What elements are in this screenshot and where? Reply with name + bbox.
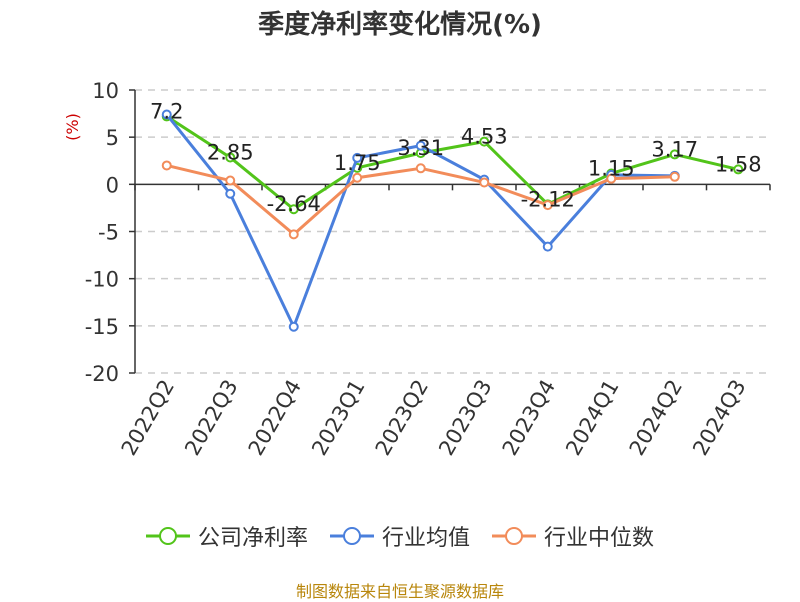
y-tick-label: -10 [85, 268, 119, 292]
x-tick-label: 2022Q4 [244, 376, 306, 460]
x-tick-label: 2023Q3 [434, 376, 496, 460]
data-point [479, 177, 490, 188]
data-point [225, 152, 236, 163]
data-point [161, 160, 172, 171]
data-label: 7.2 [150, 99, 183, 123]
data-point [542, 241, 553, 252]
y-tick-label: -15 [85, 315, 119, 339]
data-point [288, 204, 299, 215]
x-tick-label: 2023Q4 [498, 376, 560, 460]
data-point [161, 109, 172, 120]
x-tick-label: 2022Q2 [117, 376, 179, 460]
data-label: -2.12 [521, 187, 575, 211]
legend-item[interactable]: 行业中位数 [492, 520, 654, 552]
data-point [733, 164, 744, 175]
y-tick-label: -20 [85, 362, 119, 386]
x-tick-label: 2022Q3 [180, 376, 242, 460]
x-tick-label: 2024Q3 [688, 376, 750, 460]
data-point [415, 140, 426, 151]
data-label: 1.75 [334, 151, 381, 175]
data-label: 3.31 [397, 136, 444, 160]
data-point [479, 136, 490, 147]
data-label: -2.64 [267, 192, 321, 216]
series-lines [161, 109, 744, 332]
legend-label: 公司净利率 [197, 526, 308, 551]
x-tick-label: 2023Q2 [371, 376, 433, 460]
legend-label: 行业中位数 [544, 526, 655, 551]
chart-title: 季度净利率变化情况(%) [258, 10, 542, 40]
y-tick-label: 5 [106, 126, 119, 150]
data-point [606, 173, 617, 184]
x-tick-label: 2023Q1 [307, 376, 369, 460]
data-label: 2.85 [207, 140, 254, 164]
data-point [415, 163, 426, 174]
data-point [288, 321, 299, 332]
legend-swatch [329, 527, 374, 545]
data-label: 4.53 [461, 125, 508, 149]
x-tick-label: 2024Q1 [561, 376, 623, 460]
data-label: 1.15 [588, 156, 635, 180]
legend-label: 行业均值 [381, 526, 470, 551]
data-label: 1.58 [715, 152, 762, 176]
y-axis-unit-label: (%) [63, 113, 82, 141]
gridlines [135, 89, 770, 374]
data-point [542, 200, 553, 211]
legend: 公司净利率 行业均值 行业中位数 [0, 520, 800, 552]
data-point [225, 175, 236, 186]
source-note: 制图数据来自恒生聚源数据库 [295, 582, 504, 601]
data-labels: 7.2 2.85 -2.64 1.75 3.31 4.53 -2.12 1.15 3.17 1.5… [150, 99, 762, 216]
y-tick-label: -5 [98, 221, 119, 245]
data-point [288, 229, 299, 240]
data-point [352, 152, 363, 163]
series-2 [161, 160, 680, 240]
data-point [669, 171, 680, 182]
y-tick-label: 10 [92, 79, 119, 103]
data-point [669, 149, 680, 160]
legend-swatch [492, 527, 536, 545]
data-label: 3.17 [651, 137, 698, 161]
legend-swatch [145, 527, 190, 545]
legend-item[interactable]: 公司净利率 [145, 520, 308, 552]
legend-item[interactable]: 行业均值 [329, 520, 470, 552]
y-tick-label: 0 [106, 173, 119, 197]
data-point [352, 172, 363, 183]
data-point [225, 188, 236, 199]
x-tick-label: 2024Q2 [625, 376, 687, 460]
series-line [165, 115, 739, 211]
